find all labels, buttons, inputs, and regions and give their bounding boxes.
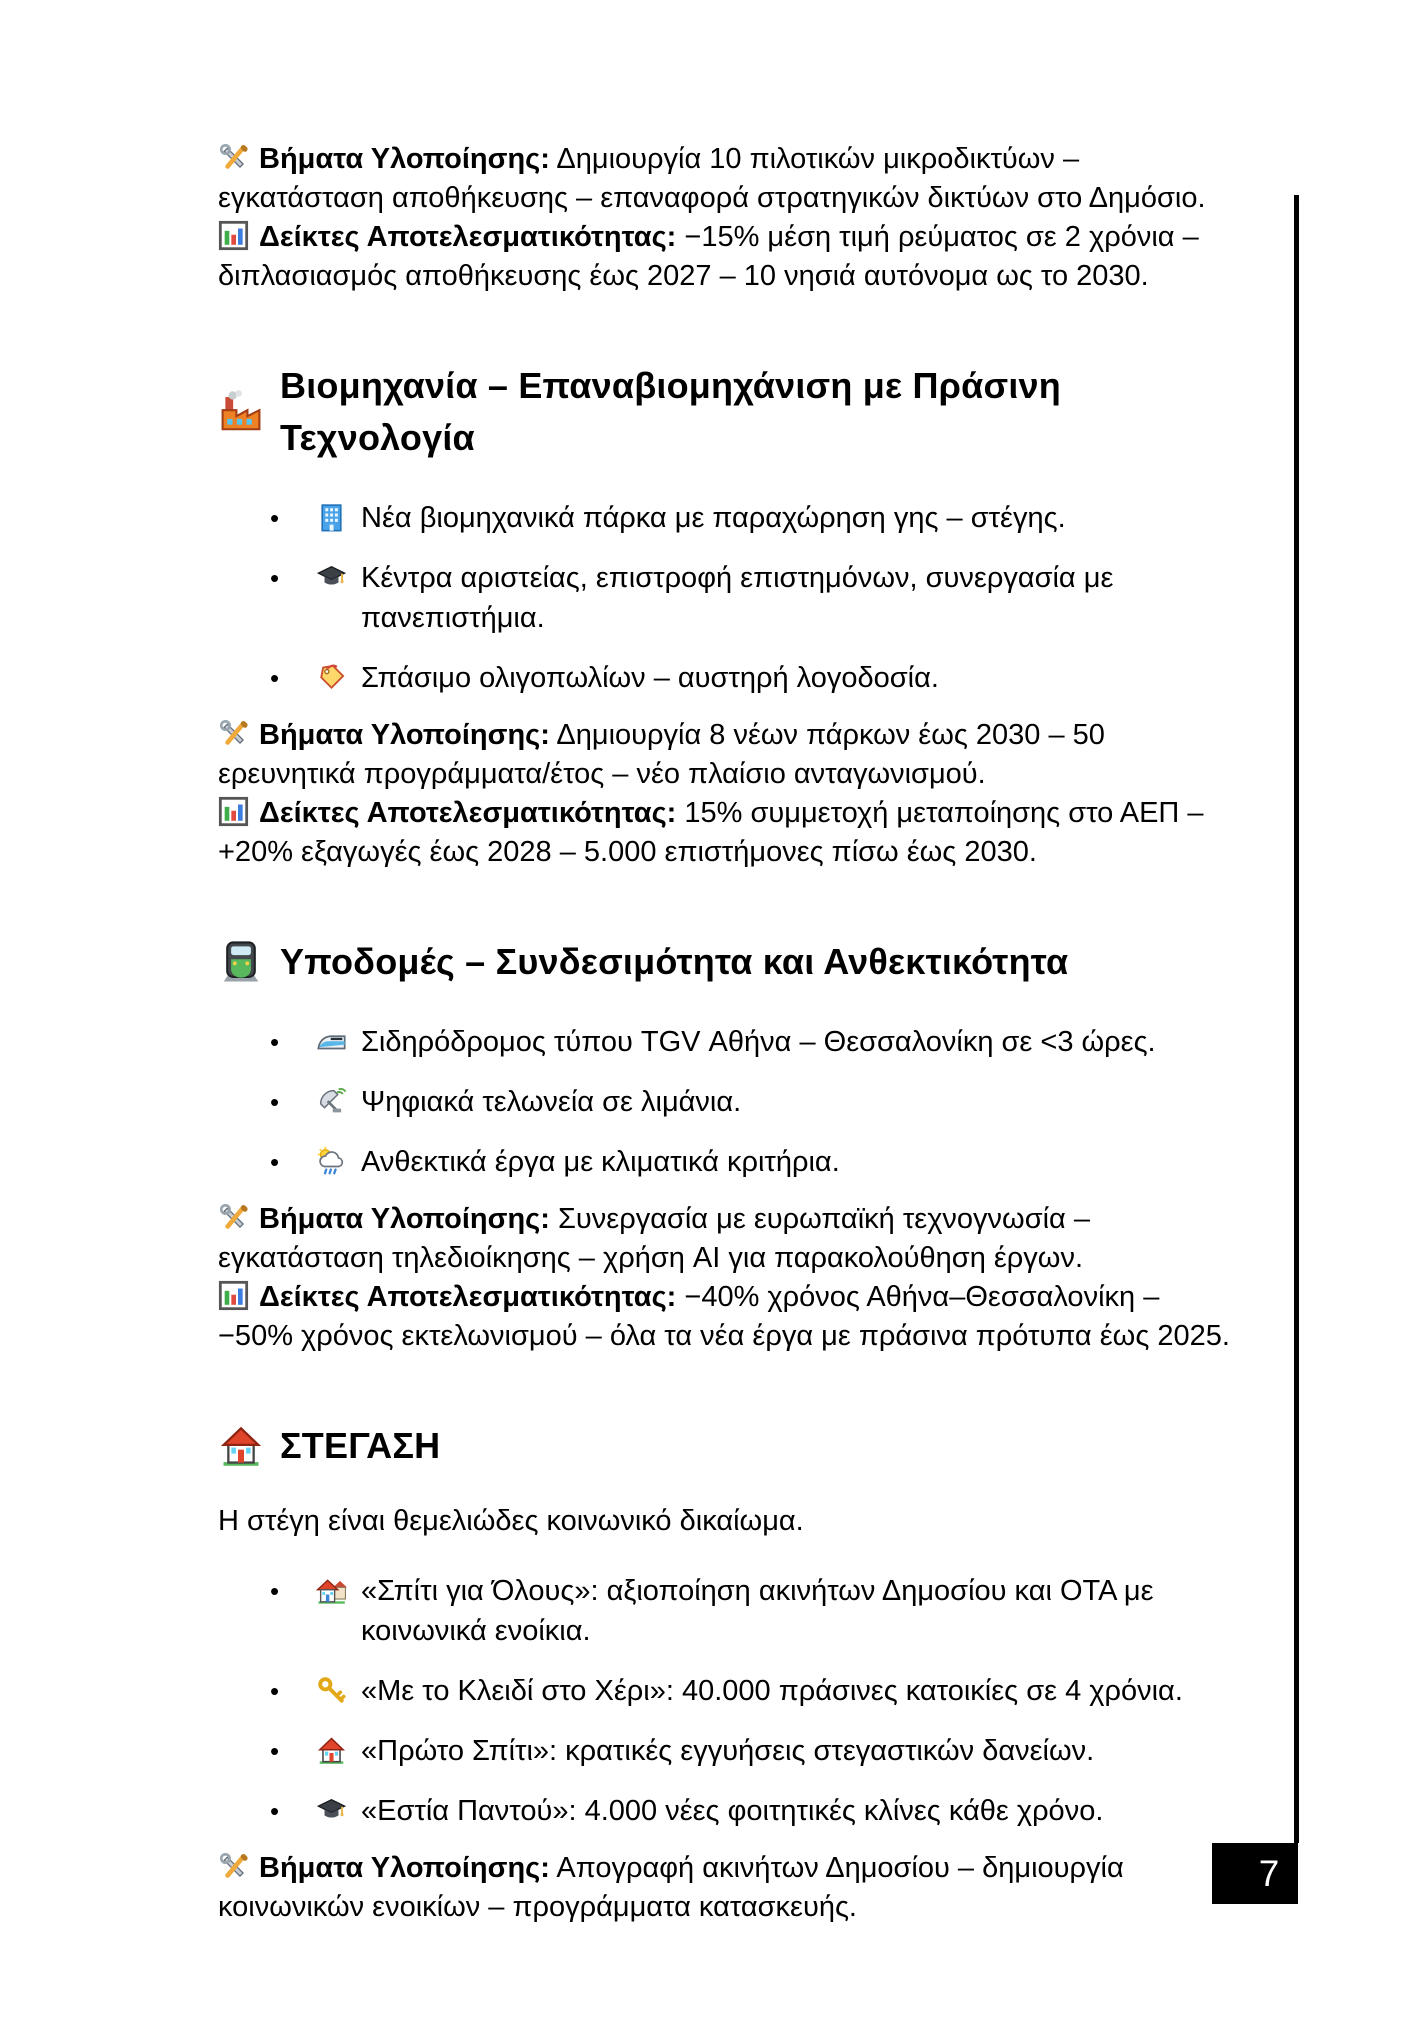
bullet-item: • Ψηφιακά τελωνεία σε λιμάνια. — [218, 1082, 1240, 1122]
kpi-paragraph: Δείκτες Αποτελεσματικότητας: −40% χρόνος… — [218, 1278, 1240, 1356]
bullet-item: • Σιδηρόδρομος τύπου TGV Αθήνα – Θεσσαλον… — [218, 1022, 1240, 1062]
bullet-text: Σπάσιμο ολιγοπωλίων – αυστηρή λογοδοσία. — [361, 662, 939, 694]
steps-text: Απογραφή ακινήτων Δημοσίου – δημιουργία … — [218, 1852, 1124, 1923]
bullet-marker: • — [270, 1796, 280, 1826]
graduation-cap-icon — [316, 562, 347, 593]
hammer-wrench-icon — [218, 142, 249, 173]
bullet-item: • Ανθεκτικά έργα με κλιματικά κριτήρια. — [218, 1142, 1240, 1182]
infrastructure-bullet-list: • Σιδηρόδρομος τύπου TGV Αθήνα – Θεσσαλον… — [218, 1022, 1240, 1182]
hammer-wrench-icon — [218, 1202, 249, 1233]
bullet-item: • «Σπίτι για Όλους»: αξιοποίηση ακινήτων … — [218, 1571, 1240, 1651]
bullet-marker: • — [270, 1027, 280, 1057]
bar-chart-icon — [218, 220, 249, 251]
houses-icon — [316, 1575, 347, 1606]
section-title: Υποδομές – Συνδεσιμότητα και Ανθεκτικότη… — [280, 941, 1069, 982]
housing-intro-paragraph: Η στέγη είναι θεμελιώδες κοινωνικό δικαί… — [218, 1505, 804, 1537]
kpi-label: Δείκτες Αποτελεσματικότητας: — [259, 1281, 677, 1313]
bullet-marker: • — [270, 663, 280, 693]
bullet-text: Σιδηρόδρομος τύπου TGV Αθήνα – Θεσσαλονί… — [361, 1026, 1156, 1058]
page-number-badge: 7 — [1212, 1843, 1298, 1904]
bullet-item: • Σπάσιμο ολιγοπωλίων – αυστηρή λογοδοσία… — [218, 658, 1240, 698]
page-border-line — [1294, 195, 1299, 1843]
bullet-marker: • — [270, 1147, 280, 1177]
bullet-marker: • — [270, 1676, 280, 1706]
content-column: Βήματα Υλοποίησης: Δημιουργία 10 πιλοτικ… — [218, 140, 1240, 1927]
bullet-marker: • — [270, 563, 280, 593]
office-building-icon — [316, 502, 347, 533]
bullet-marker: • — [270, 1736, 280, 1766]
kpi-paragraph: Δείκτες Αποτελεσματικότητας: −15% μέση τ… — [218, 218, 1240, 296]
bullet-item: • «Με το Κλειδί στο Χέρι»: 40.000 πράσινε… — [218, 1671, 1240, 1711]
bullet-text: Νέα βιομηχανικά πάρκα με παραχώρηση γης … — [361, 502, 1066, 534]
implementation-steps-paragraph: Βήματα Υλοποίησης: Δημιουργία 10 πιλοτικ… — [218, 140, 1240, 218]
key-icon — [316, 1675, 347, 1706]
hammer-wrench-icon — [218, 718, 249, 749]
section-title: ΣΤΕΓΑΣΗ — [280, 1425, 441, 1466]
bullet-text: «Πρώτο Σπίτι»: κρατικές εγγυήσεις στεγασ… — [361, 1735, 1095, 1767]
house-icon — [316, 1735, 347, 1766]
bullet-text: Κέντρα αριστείας, επιστροφή επιστημόνων,… — [361, 562, 1114, 634]
bullet-text: Ανθεκτικά έργα με κλιματικά κριτήρια. — [361, 1146, 840, 1178]
section-heading-industry: Βιομηχανία – Επαναβιομηχάνιση με Πράσινη… — [218, 360, 1240, 464]
steps-text: Συνεργασία με ευρωπαϊκή τεχνογνωσία – εγ… — [218, 1203, 1090, 1274]
satellite-antenna-icon — [316, 1086, 347, 1117]
graduation-cap-icon — [316, 1795, 347, 1826]
housing-bullet-list: • «Σπίτι για Όλους»: αξιοποίηση ακινήτων … — [218, 1571, 1240, 1831]
kpi-text: −15% μέση τιμή ρεύματος σε 2 χρόνια – δι… — [218, 221, 1199, 292]
hammer-wrench-icon — [218, 1851, 249, 1882]
bullet-item: • «Εστία Παντού»: 4.000 νέες φοιτητικές κ… — [218, 1791, 1240, 1831]
steps-label: Βήματα Υλοποίησης: — [259, 1203, 550, 1235]
bullet-item: • Νέα βιομηχανικά πάρκα με παραχώρηση γης… — [218, 498, 1240, 538]
steps-label: Βήματα Υλοποίησης: — [259, 1852, 550, 1884]
bullet-marker: • — [270, 1576, 280, 1606]
high-speed-train-icon — [316, 1026, 347, 1057]
steps-text: Δημιουργία 10 πιλοτικών μικροδικτύων – ε… — [218, 143, 1206, 214]
kpi-label: Δείκτες Αποτελεσματικότητας: — [259, 221, 677, 253]
bullet-marker: • — [270, 503, 280, 533]
page-number: 7 — [1258, 1852, 1280, 1894]
kpi-label: Δείκτες Αποτελεσματικότητας: — [259, 797, 677, 829]
steps-text: Δημιουργία 8 νέων πάρκων έως 2030 – 50 ε… — [218, 719, 1105, 790]
house-icon — [218, 1423, 264, 1469]
bar-chart-icon — [218, 1280, 249, 1311]
bar-chart-icon — [218, 796, 249, 827]
industry-bullet-list: • Νέα βιομηχανικά πάρκα με παραχώρηση γης… — [218, 498, 1240, 698]
bullet-text: «Σπίτι για Όλους»: αξιοποίηση ακινήτων Δ… — [361, 1575, 1154, 1647]
implementation-steps-paragraph: Βήματα Υλοποίησης: Απογραφή ακινήτων Δημ… — [218, 1849, 1240, 1927]
implementation-steps-paragraph: Βήματα Υλοποίησης: Συνεργασία με ευρωπαϊ… — [218, 1200, 1240, 1278]
kpi-text: −40% χρόνος Αθήνα–Θεσσαλονίκη – −50% χρό… — [218, 1281, 1230, 1352]
section-heading-housing: ΣΤΕΓΑΣΗ — [218, 1420, 1240, 1472]
factory-icon — [218, 389, 264, 435]
train-icon — [218, 939, 264, 985]
section-title: Βιομηχανία – Επαναβιομηχάνιση με Πράσινη… — [280, 365, 1061, 458]
bullet-item: • «Πρώτο Σπίτι»: κρατικές εγγυήσεις στεγα… — [218, 1731, 1240, 1771]
bullet-marker: • — [270, 1087, 280, 1117]
sun-rain-cloud-icon — [316, 1146, 347, 1177]
bullet-item: • Κέντρα αριστείας, επιστροφή επιστημόνων… — [218, 558, 1240, 638]
steps-label: Βήματα Υλοποίησης: — [259, 143, 550, 175]
label-tag-icon — [316, 662, 347, 693]
bullet-text: Ψηφιακά τελωνεία σε λιμάνια. — [361, 1086, 742, 1118]
section-heading-infrastructure: Υποδομές – Συνδεσιμότητα και Ανθεκτικότη… — [218, 936, 1240, 988]
bullet-text: «Εστία Παντού»: 4.000 νέες φοιτητικές κλ… — [361, 1795, 1104, 1827]
bullet-text: «Με το Κλειδί στο Χέρι»: 40.000 πράσινες… — [361, 1675, 1183, 1707]
kpi-paragraph: Δείκτες Αποτελεσματικότητας: 15% συμμετο… — [218, 794, 1240, 872]
implementation-steps-paragraph: Βήματα Υλοποίησης: Δημιουργία 8 νέων πάρ… — [218, 716, 1240, 794]
kpi-text: 15% συμμετοχή μεταποίησης στο ΑΕΠ – +20%… — [218, 797, 1204, 868]
steps-label: Βήματα Υλοποίησης: — [259, 719, 550, 751]
